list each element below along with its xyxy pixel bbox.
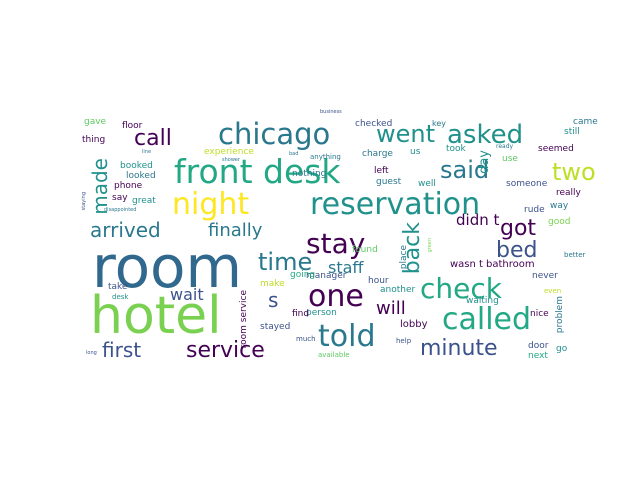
word-guest: guest (376, 178, 401, 187)
word-floor: floor (122, 122, 142, 131)
word-first: first (102, 340, 141, 360)
word-long: long (86, 351, 97, 356)
word-looked: looked (126, 172, 156, 181)
word-key: key (432, 120, 446, 128)
word-go: go (556, 345, 567, 354)
word-told: told (318, 322, 376, 352)
word-desk: desk (112, 294, 128, 301)
word-lobby: lobby (400, 320, 428, 330)
word-booked: booked (120, 162, 153, 171)
word-took: took (446, 145, 466, 154)
word-two: two (552, 160, 596, 184)
word-staying: staying (82, 192, 87, 210)
word-really: really (556, 189, 581, 198)
word-say: say (112, 194, 128, 203)
word-way: way (550, 202, 568, 211)
word-wasn-t: wasn t (450, 260, 483, 270)
word-door: door (528, 342, 548, 351)
word-even: even (544, 288, 561, 295)
word-service: service (186, 340, 265, 362)
word-waiting: waiting (466, 297, 499, 306)
word-thing: thing (82, 136, 105, 145)
word-problem: problem (556, 296, 565, 333)
word-person: person (306, 309, 337, 318)
word-day: day (478, 150, 491, 174)
word-came: came (573, 118, 598, 127)
word-call: call (134, 128, 172, 150)
word-next: next (528, 352, 548, 361)
word-experience: experience (204, 148, 254, 157)
word-never: never (532, 272, 558, 281)
word-arrived: arrived (90, 220, 161, 240)
word-anything: anything (310, 154, 341, 161)
word-bad: bad (289, 152, 298, 157)
word-minute: minute (420, 338, 498, 360)
word-seemed: seemed (538, 145, 574, 154)
word-rude: rude (524, 206, 545, 215)
word-called: called (442, 305, 531, 335)
word-good: good (548, 218, 570, 227)
word-charge: charge (362, 150, 393, 159)
word-place: place (400, 245, 409, 269)
word-business: business (320, 110, 342, 115)
word-make: make (260, 280, 285, 289)
word-got: got (500, 218, 536, 240)
word-gave: gave (84, 118, 106, 127)
word-found: found (352, 246, 378, 255)
word-well: well (418, 180, 436, 189)
word-checked: checked (355, 120, 392, 129)
word-find: find (292, 310, 309, 319)
word-great: great (132, 197, 156, 206)
word-better: better (564, 252, 585, 259)
word-ready: ready (496, 144, 513, 150)
word-s: s (268, 290, 278, 310)
word-take: take (108, 283, 127, 292)
word-finally: finally (208, 222, 262, 240)
word-available: available (318, 352, 350, 359)
word-stayed: stayed (260, 323, 290, 332)
word-didn-t: didn t (456, 213, 499, 228)
word-night: night (172, 190, 249, 220)
word-bathroom: bathroom (486, 260, 535, 270)
word-cloud: room hotel front desk chicago reservation nig… (80, 110, 561, 366)
word-shower: shower (222, 158, 240, 163)
word-green: green (428, 238, 433, 252)
word-made: made (90, 158, 110, 215)
word-will: will (376, 300, 406, 318)
word-phone: phone (114, 182, 142, 191)
word-wait: wait (170, 287, 204, 303)
word-reservation: reservation (310, 190, 480, 220)
word-someone: someone (506, 180, 547, 189)
word-still: still (564, 128, 580, 137)
word-left: left (374, 167, 389, 176)
word-nothing: nothing (292, 170, 326, 179)
word-use: use (502, 155, 518, 164)
word-much: much (296, 336, 316, 343)
word-chicago: chicago (218, 120, 330, 149)
word-line: line (142, 150, 151, 155)
word-us: us (410, 148, 420, 157)
word-going: going (290, 271, 315, 280)
word-help: help (396, 338, 411, 345)
word-another: another (380, 286, 415, 295)
word-room-service: room service (240, 290, 249, 348)
word-nice: nice (530, 310, 549, 319)
